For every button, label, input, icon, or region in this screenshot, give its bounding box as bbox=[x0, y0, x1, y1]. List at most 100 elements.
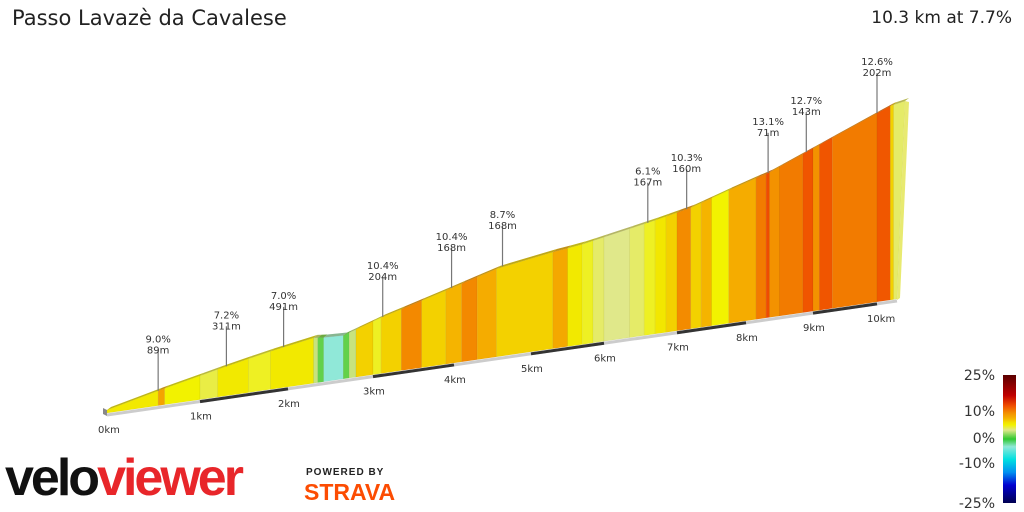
x-tick-label: 3km bbox=[363, 387, 385, 398]
annotation-gradient: 10.4% bbox=[367, 261, 399, 272]
x-tick-label: 4km bbox=[444, 375, 466, 386]
gradient-segment bbox=[711, 189, 729, 327]
profile-top-edge-shade bbox=[107, 387, 163, 410]
km-band bbox=[676, 321, 747, 335]
profile-top-edge bbox=[356, 318, 377, 330]
annotation-length: 89m bbox=[147, 346, 169, 357]
gradient-segment bbox=[629, 223, 645, 338]
profile-top-edge bbox=[593, 234, 608, 241]
annotation-gradient: 12.6% bbox=[861, 57, 893, 68]
profile-top-edge bbox=[711, 187, 733, 199]
profile-top-edge bbox=[890, 101, 898, 106]
gradient-segment bbox=[581, 240, 594, 345]
profile-top-edge-shade bbox=[567, 241, 587, 249]
profile-top-edge-shade bbox=[323, 332, 348, 338]
colorbar-tick-label: -25% bbox=[959, 496, 995, 512]
profile-top-edge bbox=[421, 287, 450, 301]
profile-top-edge bbox=[461, 274, 482, 284]
gradient-segment bbox=[496, 251, 554, 358]
profile-top-edge-shade bbox=[421, 287, 450, 301]
annotation-gradient: 13.1% bbox=[752, 117, 784, 128]
profile-top-edge bbox=[323, 332, 348, 338]
gradient-segment bbox=[317, 337, 324, 383]
annotation-length: 204m bbox=[368, 272, 397, 283]
page-title: Passo Lavazè da Cavalese bbox=[12, 6, 287, 30]
gradient-segment bbox=[343, 332, 350, 380]
profile-top-edge bbox=[567, 241, 587, 249]
profile-top-edge bbox=[381, 306, 406, 318]
profile-top-edge bbox=[690, 199, 706, 208]
x-tick-label: 10km bbox=[867, 314, 895, 325]
profile-top-edge bbox=[270, 334, 318, 352]
colorbar bbox=[1003, 375, 1016, 503]
profile-top-edge-shade bbox=[401, 297, 426, 310]
profile-top-edge-shade bbox=[690, 199, 706, 208]
profile-top-edge-shade bbox=[445, 280, 466, 291]
profile-top-edge-shade bbox=[164, 372, 204, 389]
gradient-segment bbox=[676, 207, 692, 332]
gradient-segment bbox=[831, 112, 878, 309]
gradient-segment bbox=[401, 300, 422, 371]
profile-top-edge-shade bbox=[819, 134, 837, 145]
annotation-length: 168m bbox=[488, 221, 517, 232]
annotation-gradient: 8.7% bbox=[490, 210, 515, 221]
profile-top-edge bbox=[582, 237, 598, 245]
profile-top-edge-shade bbox=[248, 348, 275, 359]
profile-top-edge bbox=[445, 280, 466, 291]
profile-top-edge bbox=[701, 195, 716, 203]
x-tick-label: 2km bbox=[278, 399, 300, 410]
profile-top-edge bbox=[552, 245, 572, 252]
profile-top-edge-shade bbox=[158, 385, 169, 391]
gradient-segment bbox=[372, 317, 382, 375]
colorbar-tick-label: -10% bbox=[959, 456, 995, 472]
profile-top-edge bbox=[373, 314, 386, 322]
profile-top-edge bbox=[477, 265, 501, 278]
profile-top-edge-shade bbox=[890, 101, 898, 106]
profile-top-edge-shade bbox=[270, 334, 318, 352]
profile-top-edge-shade bbox=[677, 204, 695, 213]
gradient-segment bbox=[421, 289, 447, 368]
profile-top-edge bbox=[158, 385, 169, 391]
annotation-length: 202m bbox=[863, 68, 892, 79]
gradient-segment bbox=[461, 276, 478, 363]
profile-top-edge bbox=[313, 334, 322, 338]
profile-top-edge-shade bbox=[666, 209, 681, 217]
gradient-segment bbox=[765, 171, 770, 319]
annotation-gradient: 6.1% bbox=[635, 167, 660, 178]
km-band bbox=[199, 387, 289, 404]
profile-top-edge-shade bbox=[317, 334, 328, 338]
profile-top-edge-shade bbox=[343, 329, 354, 336]
logo-viewer: viewer bbox=[97, 449, 244, 507]
profile-top-edge bbox=[813, 141, 824, 149]
gradient-segment bbox=[323, 335, 344, 383]
profile-top-edge-shade bbox=[877, 102, 895, 114]
profile-top-edge bbox=[832, 110, 881, 138]
gradient-segment bbox=[445, 283, 462, 365]
x-tick-label: 7km bbox=[667, 343, 689, 354]
profile-top-edge-shade bbox=[711, 187, 733, 199]
profile-top-edge-shade bbox=[832, 110, 881, 138]
annotation-length: 71m bbox=[757, 128, 779, 139]
profile-top-edge-shade bbox=[604, 225, 634, 238]
annotation-gradient: 10.3% bbox=[671, 153, 703, 164]
x-tick-label: 1km bbox=[190, 412, 212, 423]
x-tick-label: 9km bbox=[803, 323, 825, 334]
powered-by-label: POWERED BY bbox=[306, 467, 385, 478]
profile-top-edge-shade bbox=[701, 195, 716, 203]
x-tick-label: 8km bbox=[736, 333, 758, 344]
gradient-segment bbox=[157, 387, 165, 406]
gradient-segment bbox=[380, 308, 402, 374]
profile-top-edge bbox=[666, 209, 681, 217]
profile-top-edge bbox=[107, 387, 163, 410]
profile-top-edge bbox=[769, 163, 784, 173]
km-band bbox=[372, 363, 455, 379]
profile-top-edge bbox=[401, 297, 426, 310]
profile-top-edge bbox=[677, 204, 695, 213]
profile-top-edge bbox=[819, 134, 837, 145]
gradient-segment bbox=[802, 147, 814, 313]
profile-top-edge-shade bbox=[769, 163, 784, 173]
profile-top-edge-shade bbox=[349, 326, 360, 333]
profile-top-edge-shade bbox=[655, 213, 671, 221]
x-tick-label: 6km bbox=[594, 353, 616, 364]
